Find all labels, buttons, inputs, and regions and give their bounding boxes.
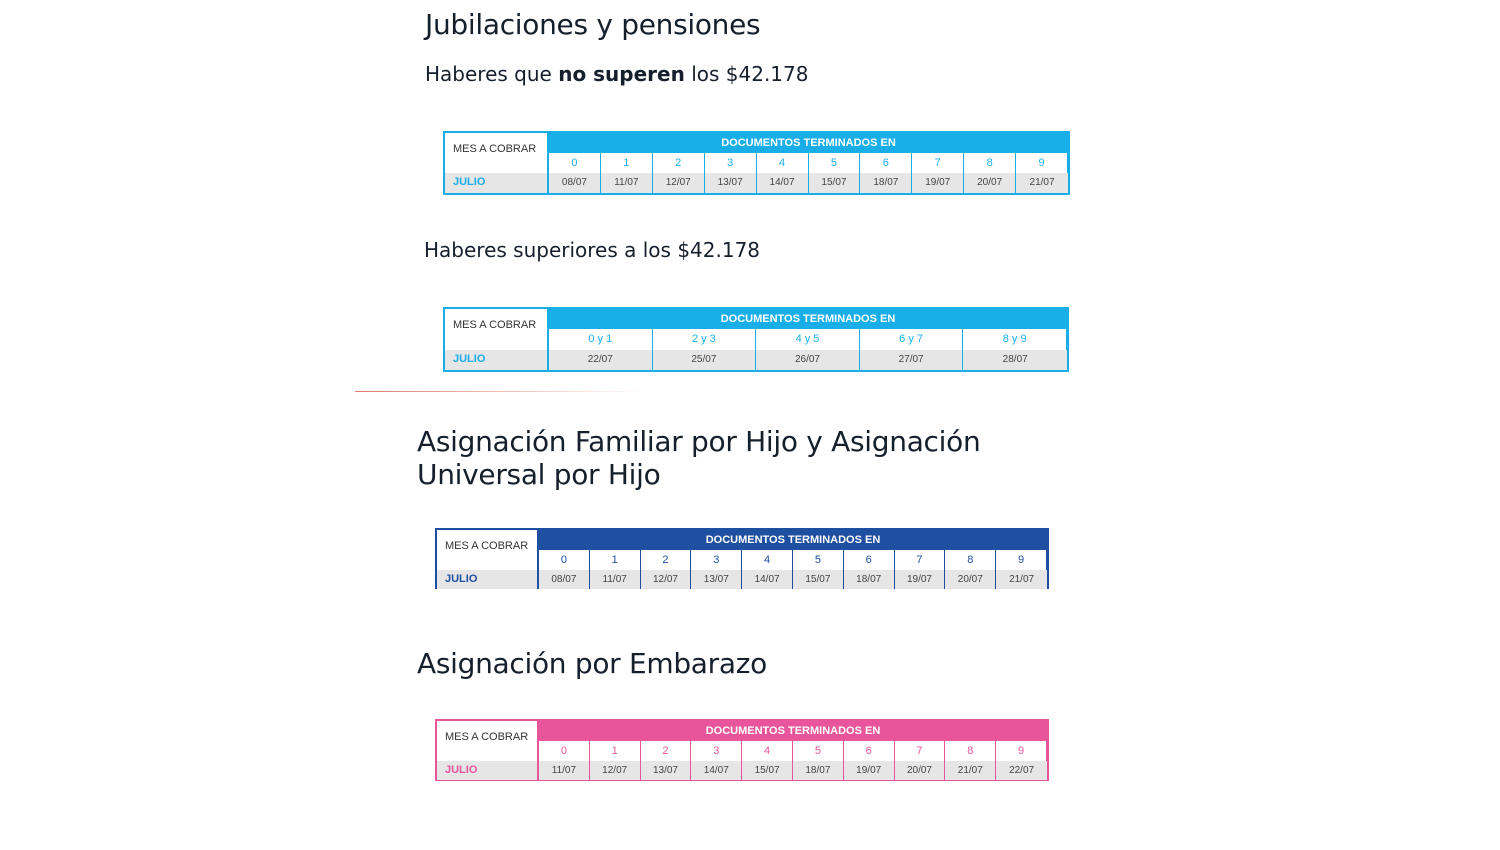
payment-date-cell: 21/07	[1016, 173, 1068, 193]
payment-date-cell: 19/07	[843, 761, 895, 780]
document-digit-header: 7	[912, 153, 965, 173]
document-digit-header: 0 y 1	[549, 329, 653, 350]
payment-date-cell: 11/07	[589, 570, 641, 589]
payment-date-cell: 13/07	[691, 570, 743, 589]
document-digit-header: 0	[539, 550, 590, 570]
payment-date-cell: 18/07	[860, 173, 913, 193]
section-title-jubilaciones: Jubilaciones y pensiones	[425, 8, 761, 41]
document-digit-header: 2 y 3	[653, 329, 757, 350]
month-label: JULIO	[437, 761, 539, 780]
payment-date-cell: 25/07	[652, 349, 757, 370]
payment-date-cell: 14/07	[691, 761, 743, 780]
payment-date-cell: 18/07	[843, 570, 895, 589]
payment-date-cell: 26/07	[756, 349, 860, 370]
schedule-table-jub-alto: MES A COBRAR DOCUMENTOS TERMINADOS EN 0 y …	[443, 307, 1069, 372]
document-digit-header: 1	[601, 153, 653, 173]
mes-a-cobrar-label: MES A COBRAR	[437, 530, 539, 570]
payment-date-cell: 27/07	[859, 349, 964, 370]
document-digit-header: 3	[705, 153, 757, 173]
payment-date-cell: 15/07	[742, 761, 793, 780]
payment-date-cell: 14/07	[756, 173, 809, 193]
payment-date-cell: 21/07	[996, 570, 1047, 589]
documentos-header: DOCUMENTOS TERMINADOS EN	[539, 530, 1047, 550]
subtitle-text: los $42.178	[684, 62, 809, 86]
divider	[355, 391, 645, 392]
payment-date-cell: 08/07	[549, 173, 601, 193]
payment-date-cell: 11/07	[600, 173, 653, 193]
document-digit-header: 4	[757, 153, 809, 173]
payment-date-cell: 15/07	[808, 173, 861, 193]
schedule-table-embarazo: MES A COBRAR DOCUMENTOS TERMINADOS EN 0 1 2 3…	[435, 719, 1049, 781]
title-line: Universal por Hijo	[417, 458, 661, 491]
document-digit-header: 5	[793, 550, 844, 570]
payment-date-cell: 20/07	[894, 761, 946, 780]
document-digit-header: 6	[860, 153, 913, 173]
document-digit-header: 1	[590, 550, 641, 570]
documentos-header: DOCUMENTOS TERMINADOS EN	[539, 721, 1047, 741]
month-label: JULIO	[445, 173, 549, 193]
document-digit-header: 7	[895, 550, 946, 570]
documentos-header: DOCUMENTOS TERMINADOS EN	[549, 309, 1067, 330]
payment-date-cell: 12/07	[640, 570, 692, 589]
document-digit-header: 2	[641, 741, 692, 761]
mes-a-cobrar-label: MES A COBRAR	[437, 721, 539, 761]
document-digit-header: 4	[742, 741, 793, 761]
title-line: Asignación Familiar por Hijo y Asignació…	[417, 425, 981, 458]
section-title-embarazo: Asignación por Embarazo	[417, 647, 767, 680]
subtitle-no-superen: Haberes que no superen los $42.178	[425, 62, 808, 86]
document-digit-header: 8	[964, 153, 1017, 173]
month-label: JULIO	[445, 349, 549, 370]
payment-date-cell: 12/07	[589, 761, 641, 780]
payment-date-cell: 28/07	[963, 349, 1067, 370]
schedule-table-jub-bajo: MES A COBRAR DOCUMENTOS TERMINADOS EN 0 1 2 3…	[443, 131, 1070, 195]
subtitle-text: Haberes que	[425, 62, 559, 86]
payment-date-cell: 11/07	[539, 761, 590, 780]
document-digit-header: 9	[996, 550, 1047, 570]
document-digit-header: 9	[1016, 153, 1068, 173]
payment-date-cell: 22/07	[996, 761, 1047, 780]
document-digit-header: 1	[590, 741, 641, 761]
document-digit-header: 0	[549, 153, 601, 173]
payment-date-cell: 13/07	[640, 761, 692, 780]
mes-a-cobrar-label: MES A COBRAR	[445, 309, 549, 350]
payment-date-cell: 19/07	[912, 173, 965, 193]
payment-date-cell: 14/07	[742, 570, 793, 589]
document-digit-header: 0	[539, 741, 590, 761]
document-digit-header: 3	[691, 550, 743, 570]
document-digit-header: 5	[809, 153, 861, 173]
payment-date-cell: 12/07	[652, 173, 705, 193]
month-label: JULIO	[437, 570, 539, 589]
section-title-auh: Asignación Familiar por Hijo y Asignació…	[417, 425, 981, 491]
payment-date-cell: 13/07	[704, 173, 757, 193]
payment-date-cell: 21/07	[945, 761, 997, 780]
document-digit-header: 7	[895, 741, 946, 761]
documentos-header: DOCUMENTOS TERMINADOS EN	[549, 133, 1068, 153]
document-digit-header: 5	[793, 741, 844, 761]
payment-date-cell: 20/07	[945, 570, 997, 589]
mes-a-cobrar-label: MES A COBRAR	[445, 133, 549, 173]
document-digit-header: 6 y 7	[860, 329, 964, 350]
subtitle-bold: no superen	[558, 62, 685, 86]
document-digit-header: 2	[653, 153, 705, 173]
payment-date-cell: 08/07	[539, 570, 590, 589]
subtitle-superiores: Haberes superiores a los $42.178	[424, 238, 761, 262]
document-digit-header: 3	[691, 741, 743, 761]
payment-date-cell: 20/07	[964, 173, 1017, 193]
document-digit-header: 6	[844, 741, 895, 761]
payment-date-cell: 15/07	[792, 570, 844, 589]
payment-date-cell: 19/07	[894, 570, 946, 589]
document-digit-header: 8	[945, 741, 997, 761]
document-digit-header: 9	[996, 741, 1047, 761]
payment-date-cell: 18/07	[792, 761, 844, 780]
payment-date-cell: 22/07	[549, 349, 653, 370]
schedule-table-auh: MES A COBRAR DOCUMENTOS TERMINADOS EN 0 1 2 3…	[435, 528, 1049, 589]
document-digit-header: 8	[945, 550, 997, 570]
document-digit-header: 8 y 9	[963, 329, 1067, 350]
document-digit-header: 6	[844, 550, 895, 570]
document-digit-header: 2	[641, 550, 692, 570]
document-digit-header: 4	[742, 550, 793, 570]
document-digit-header: 4 y 5	[756, 329, 860, 350]
